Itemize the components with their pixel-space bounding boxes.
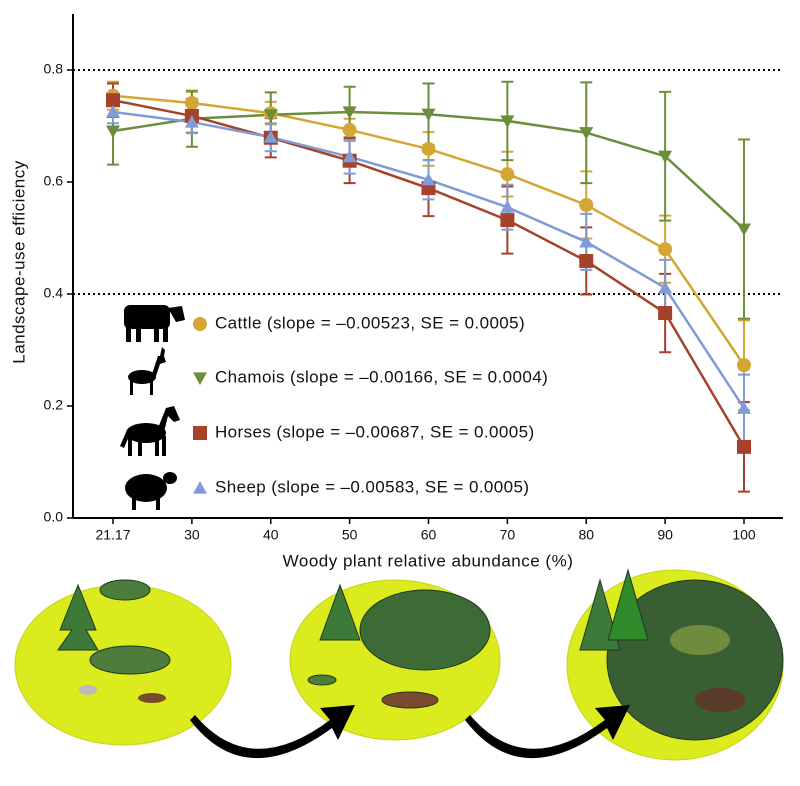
legend-item: Chamois (slope = –0.00166, SE = 0.0004) bbox=[215, 367, 548, 386]
point bbox=[106, 125, 120, 139]
x-tick-label: 60 bbox=[421, 527, 437, 543]
point bbox=[263, 109, 278, 122]
point bbox=[737, 439, 751, 454]
legend-item: Sheep (slope = –0.00583, SE = 0.0005) bbox=[215, 477, 529, 496]
sheep-icon bbox=[125, 472, 177, 510]
point bbox=[263, 130, 278, 143]
point bbox=[579, 127, 594, 140]
legend-label: Horses (slope = –0.00687, SE = 0.0005) bbox=[215, 422, 535, 441]
point bbox=[106, 105, 120, 118]
y-tick-label: 0.6 bbox=[44, 173, 64, 189]
point bbox=[342, 106, 357, 119]
point bbox=[579, 253, 594, 268]
x-tick-label: 40 bbox=[263, 527, 279, 543]
point bbox=[184, 115, 199, 128]
point bbox=[737, 401, 751, 414]
point bbox=[500, 213, 515, 228]
point bbox=[500, 200, 515, 213]
y-tick-label: 0.8 bbox=[44, 61, 64, 77]
point bbox=[184, 96, 199, 111]
x-tick-label: 21.17 bbox=[95, 527, 130, 543]
point bbox=[342, 122, 357, 137]
x-tick-label: 50 bbox=[342, 527, 358, 543]
legend-item: Horses (slope = –0.00687, SE = 0.0005) bbox=[215, 422, 535, 441]
point bbox=[342, 149, 357, 163]
point bbox=[421, 108, 436, 122]
point bbox=[658, 306, 673, 321]
legend-label: Chamois (slope = –0.00166, SE = 0.0004) bbox=[215, 367, 548, 386]
arrow bbox=[190, 705, 355, 759]
legend-label: Cattle (slope = –0.00523, SE = 0.0005) bbox=[215, 313, 525, 332]
plot-area: 0.0 0.2 0.4 0.6 0.8 21.17 30 40 50 60 70 80 90 100 Cat… bbox=[44, 14, 783, 543]
point bbox=[737, 358, 751, 373]
point bbox=[737, 223, 751, 237]
cow-icon bbox=[124, 305, 185, 342]
point bbox=[193, 372, 207, 385]
x-tick-label: 30 bbox=[184, 527, 200, 543]
x-tick-label: 100 bbox=[732, 527, 756, 543]
x-axis-title: Woody plant relative abundance (%) bbox=[283, 551, 574, 570]
point bbox=[658, 150, 673, 164]
x-tick-label: 90 bbox=[657, 527, 673, 543]
point bbox=[421, 172, 436, 186]
animal-icons bbox=[120, 305, 185, 510]
point bbox=[579, 234, 594, 248]
point bbox=[193, 317, 207, 331]
point bbox=[193, 426, 207, 440]
point bbox=[421, 141, 436, 156]
point bbox=[658, 280, 673, 294]
point bbox=[193, 481, 207, 494]
chamois-icon bbox=[128, 347, 166, 395]
horse-icon bbox=[120, 406, 180, 456]
point bbox=[500, 167, 515, 182]
x-tick-label: 80 bbox=[578, 527, 594, 543]
y-tick-label: 0.2 bbox=[44, 397, 64, 413]
point bbox=[579, 197, 594, 212]
legend-label: Sheep (slope = –0.00583, SE = 0.0005) bbox=[215, 477, 529, 496]
habitat-illustrations bbox=[14, 568, 784, 761]
legend-item: Cattle (slope = –0.00523, SE = 0.0005) bbox=[215, 313, 525, 332]
y-tick-label: 0.4 bbox=[44, 285, 64, 301]
point bbox=[500, 115, 515, 128]
point bbox=[658, 242, 673, 257]
point bbox=[106, 93, 120, 108]
arrow bbox=[465, 705, 630, 759]
x-tick-label: 70 bbox=[500, 527, 516, 543]
y-tick-label: 0.0 bbox=[44, 509, 64, 525]
y-axis-title: Landscape-use efficiency bbox=[9, 160, 28, 364]
